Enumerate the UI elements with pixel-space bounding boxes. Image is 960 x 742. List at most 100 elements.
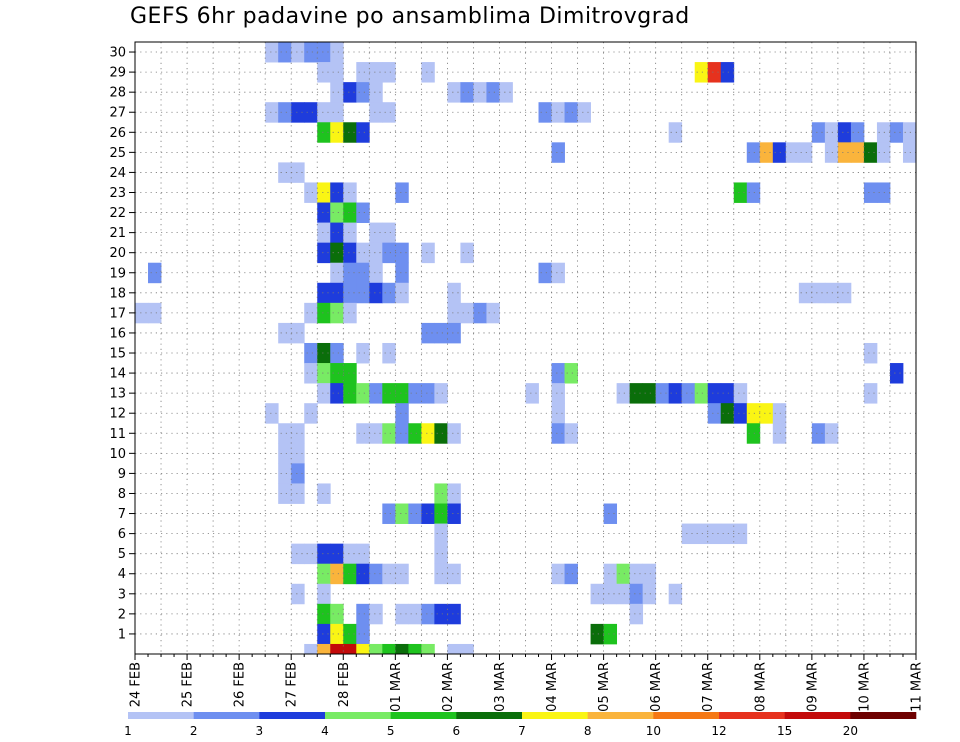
heatmap-cell	[876, 122, 891, 143]
heatmap-cell	[317, 182, 331, 203]
x-tick-label: 26 FEB	[233, 662, 248, 707]
heatmap-cell	[447, 82, 461, 103]
heatmap-cell	[369, 242, 383, 264]
heatmap-cell	[434, 322, 448, 344]
heatmap-cell	[382, 423, 396, 444]
heatmap-cell	[694, 383, 709, 404]
heatmap-cell	[356, 623, 370, 645]
y-tick-label: 18	[109, 286, 126, 301]
heatmap-cell	[330, 82, 344, 103]
legend-swatch	[587, 712, 654, 719]
heatmap-cell	[356, 342, 370, 364]
heatmap-cell	[499, 82, 513, 103]
y-tick-label: 26	[109, 126, 126, 141]
heatmap-cell	[733, 383, 748, 404]
y-tick-label: 8	[118, 487, 126, 502]
heatmap-cell	[395, 182, 409, 203]
heatmap-cell	[317, 563, 331, 585]
bottom-strip-cell	[330, 643, 344, 654]
heatmap-cell	[447, 503, 461, 524]
heatmap-cell	[317, 543, 331, 565]
legend-label: 20	[843, 724, 858, 738]
heatmap-cell	[421, 423, 435, 444]
heatmap-cell	[330, 543, 344, 565]
heatmap-cell	[876, 142, 891, 163]
heatmap-cell	[447, 322, 461, 344]
heatmap-cell	[330, 342, 344, 364]
heatmap-cell	[148, 302, 162, 324]
heatmap-cell	[746, 142, 761, 163]
legend-swatch	[850, 712, 917, 719]
heatmap-cell	[798, 142, 813, 163]
heatmap-cell	[473, 82, 487, 103]
heatmap-cell	[395, 503, 409, 524]
legend-swatch	[719, 712, 785, 719]
heatmap-cell	[278, 322, 292, 344]
heatmap-cell	[304, 102, 318, 123]
legend-label: 15	[777, 724, 792, 738]
heatmap-cell	[421, 383, 435, 404]
heatmap-cell	[447, 563, 461, 585]
heatmap-cell	[369, 62, 383, 83]
heatmap-cell	[330, 623, 344, 645]
heatmap-cell	[564, 363, 578, 384]
heatmap-cell	[694, 523, 709, 545]
heatmap-cell	[369, 603, 383, 625]
heatmap-cell	[629, 603, 644, 625]
x-tick-label: 24 FEB	[129, 662, 144, 707]
heatmap-cell	[395, 262, 409, 284]
heatmap-cell	[590, 623, 604, 645]
heatmap-cell	[369, 282, 383, 304]
heatmap-cell	[772, 403, 787, 424]
heatmap-cell	[330, 302, 344, 324]
heatmap-cell	[603, 503, 618, 524]
heatmap-cell	[772, 423, 787, 444]
heatmap-cell	[525, 383, 539, 404]
heatmap-cell	[343, 82, 357, 103]
y-tick-label: 2	[118, 607, 126, 622]
heatmap-cell	[421, 242, 435, 264]
heatmap-cell	[317, 603, 331, 625]
heatmap-cell	[343, 122, 357, 143]
legend-swatch	[193, 712, 260, 719]
heatmap-cell	[421, 322, 435, 344]
heatmap-cell	[356, 543, 370, 565]
heatmap-cell	[629, 583, 644, 605]
heatmap-cell	[291, 463, 305, 484]
x-tick-label: 02 MAR	[441, 662, 456, 712]
heatmap-cell	[330, 202, 344, 223]
heatmap-cell	[265, 102, 279, 123]
heatmap-cell	[460, 302, 474, 324]
heatmap-cell	[538, 262, 552, 284]
heatmap-cell	[330, 42, 344, 63]
heatmap-cell	[837, 142, 852, 163]
heatmap-cell	[317, 42, 331, 63]
heatmap-cell	[798, 282, 813, 304]
heatmap-cell	[746, 182, 761, 203]
heatmap-cell	[850, 122, 865, 143]
heatmap-cell	[421, 603, 435, 625]
heatmap-cell	[395, 563, 409, 585]
heatmap-cell	[369, 82, 383, 103]
heatmap-cell	[330, 62, 344, 83]
heatmap-cell	[382, 282, 396, 304]
heatmap-cell	[356, 603, 370, 625]
heatmap-cell	[603, 583, 618, 605]
heatmap-cell	[876, 182, 891, 203]
heatmap-cell	[343, 623, 357, 645]
legend-label: 10	[646, 724, 661, 738]
heatmap-cell	[278, 463, 292, 484]
heatmap-cell	[434, 423, 448, 444]
heatmap-cell	[421, 503, 435, 524]
heatmap-cell	[343, 222, 357, 244]
heatmap-cell	[304, 363, 318, 384]
heatmap-cell	[434, 523, 448, 545]
heatmap-cell	[265, 403, 279, 424]
heatmap-cell	[772, 142, 787, 163]
heatmap-cell	[759, 403, 774, 424]
heatmap-cell	[902, 142, 917, 163]
heatmap-cell	[343, 563, 357, 585]
heatmap-cell	[369, 222, 383, 244]
heatmap-cell	[447, 603, 461, 625]
heatmap-cell	[382, 62, 396, 83]
